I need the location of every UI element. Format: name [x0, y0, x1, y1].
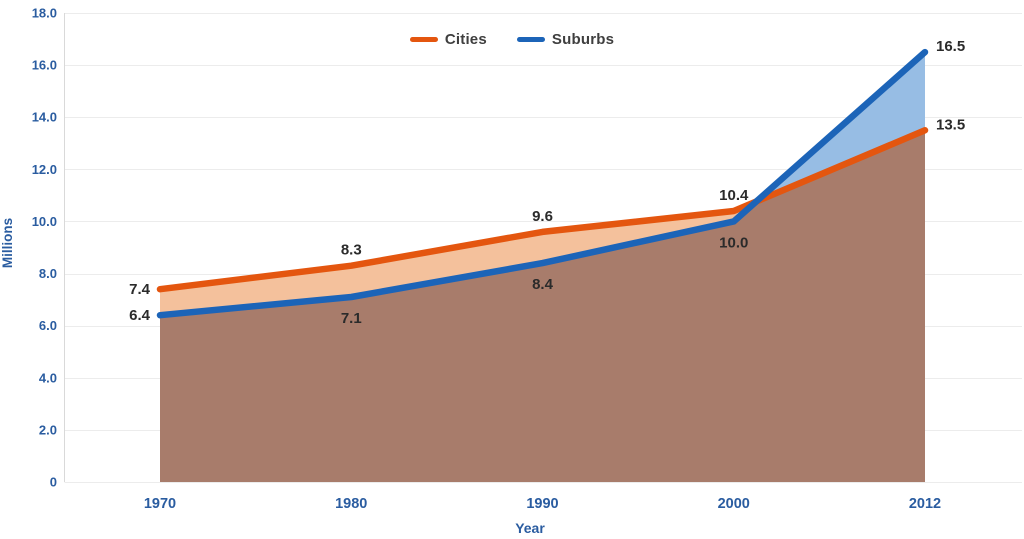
cities-data-label: 13.5 [936, 116, 965, 133]
y-tick-label: 6.0 [39, 318, 57, 333]
suburbs-data-label: 16.5 [936, 38, 965, 55]
cities-data-label: 10.4 [719, 187, 749, 204]
cities-data-label: 9.6 [532, 208, 553, 225]
y-tick-label: 2.0 [39, 422, 57, 437]
cities-data-label: 7.4 [129, 281, 151, 298]
overlap-area [160, 130, 925, 483]
x-tick-label: 1980 [335, 496, 367, 512]
y-tick-label: 14.0 [32, 110, 57, 125]
cities-line [156, 127, 929, 293]
x-tick-label: 1970 [144, 496, 176, 512]
y-tick-label: 18.0 [32, 6, 57, 21]
y-tick-label: 16.0 [32, 58, 57, 73]
x-tick-label: 2000 [718, 496, 750, 512]
suburbs-data-label: 6.4 [129, 307, 151, 324]
x-tick-label: 1990 [526, 496, 558, 512]
x-tick-label: 2012 [909, 496, 941, 512]
suburbs-data-label: 10.0 [719, 234, 748, 251]
cities-data-label: 8.3 [341, 242, 362, 259]
x-axis-title: Year [515, 520, 545, 536]
y-tick-label: 10.0 [32, 214, 57, 229]
suburbs-data-label: 7.1 [341, 310, 362, 327]
y-tick-label: 12.0 [32, 162, 57, 177]
suburbs-line [156, 48, 929, 319]
y-tick-label: 0 [50, 475, 57, 490]
y-axis-title: Millions [0, 218, 15, 268]
y-tick-label: 4.0 [39, 370, 57, 385]
suburbs-data-label: 8.4 [532, 276, 554, 293]
y-tick-label: 8.0 [39, 266, 57, 281]
